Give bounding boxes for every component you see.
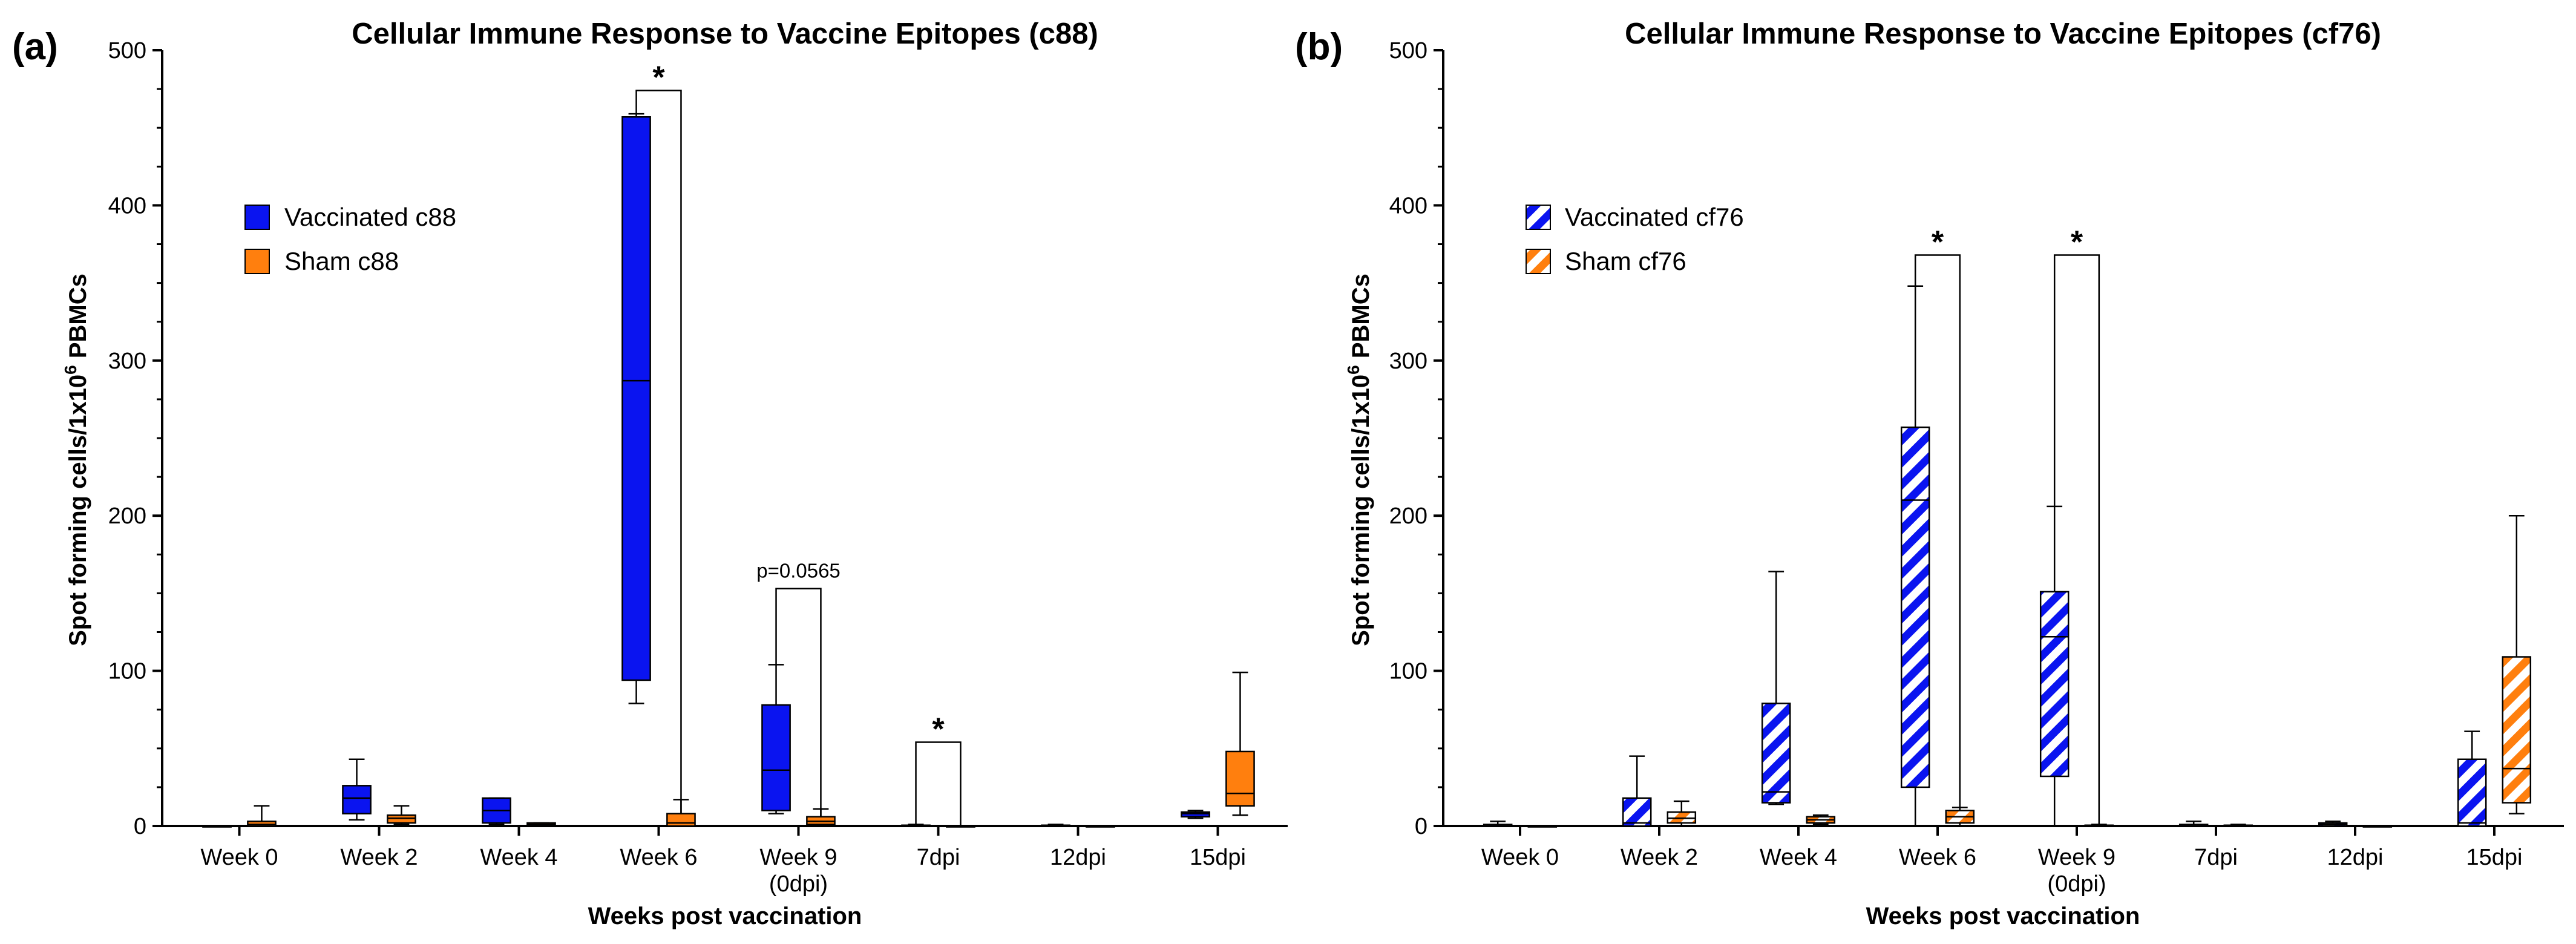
legend-b: Vaccinated cf76 Sham cf76 [1526,203,1744,275]
significance-label: * [932,712,945,747]
box-body [2039,591,2070,778]
y-tick-label: 0 [134,814,146,839]
y-axis-label-tail-b: PBMCs [1348,274,1374,365]
legend-label-vaccinated-cf76: Vaccinated cf76 [1565,203,1744,231]
y-axis-label-tail-a: PBMCs [65,274,91,365]
legend-a: Vaccinated c88 Sham c88 [244,203,456,275]
box-body [387,814,416,824]
x-tick-label: Week 0 [1481,845,1559,870]
legend-label-sham-cf76: Sham cf76 [1565,247,1686,275]
panel-label-a: (a) [12,26,58,68]
chart-panel-a: (a) Cellular Immune Response to Vaccine … [12,18,1288,929]
x-tick-label: Week 6 [620,845,697,870]
x-axis-label-b: Weeks post vaccination [1866,903,2140,929]
significance-label: * [652,61,665,96]
y-tick-label: 100 [108,659,146,684]
y-tick-label: 500 [108,38,146,64]
box-body [2502,656,2532,804]
significance-bracket [915,741,962,825]
y-axis-label-b: Spot forming cells/1x106 PBMCs [1344,274,1374,646]
chart-panel-b: (b) Cellular Immune Response to Vaccine … [1295,18,2564,929]
legend-label-sham-c88: Sham c88 [284,247,399,275]
box-body [1761,703,1791,804]
box-body [806,816,836,825]
chart-title-a: Cellular Immune Response to Vaccine Epit… [352,18,1098,50]
y-tick-label: 300 [108,349,146,374]
box-body [1900,426,1930,788]
y-tick-label: 0 [1415,814,1427,839]
x-tick-label: (0dpi) [2047,871,2106,897]
significance-bracket [635,90,682,814]
significance-bracket [2053,254,2100,825]
panel-label-b: (b) [1295,26,1343,68]
box-body [342,785,372,815]
box-body [1181,811,1210,818]
x-tick-label: 7dpi [2194,845,2238,870]
x-axis-label-a: Weeks post vaccination [588,903,862,929]
x-tick-label: Week 6 [1899,845,1976,870]
chart-title-b: Cellular Immune Response to Vaccine Epit… [1625,18,2381,50]
significance-bracket [775,588,822,817]
y-tick-label: 200 [1389,503,1427,529]
x-tick-label: Week 2 [1621,845,1698,870]
marks-b: 0 100 200 300 400 500 Week 0 Week 2 Week 4 Week 6… [1389,38,2564,897]
y-axis-label-main-b: Spot forming cells/1x10 [1348,375,1374,646]
box-body [1667,811,1697,824]
legend-swatch-sham-c88 [244,249,270,274]
box-body [2457,758,2487,827]
box-body [666,813,696,827]
y-axis-label-a: Spot forming cells/1x106 PBMCs [61,274,91,646]
legend-swatch-vaccinated-cf76 [1526,205,1551,230]
x-tick-label: Week 2 [340,845,418,870]
x-tick-label: Week 4 [1760,845,1837,870]
x-tick-label: 12dpi [2327,845,2384,870]
y-axis-label-sup-b: 6 [1344,365,1363,375]
x-tick-label: (0dpi) [769,871,828,897]
box-body [247,821,277,827]
x-tick-label: 12dpi [1050,845,1106,870]
y-tick-label: 500 [1389,38,1427,64]
x-tick-label: Week 0 [200,845,278,870]
y-axis-label-sup-a: 6 [61,365,80,375]
legend-swatch-vaccinated-c88 [244,205,270,230]
y-tick-label: 200 [108,503,146,529]
x-tick-label: 15dpi [2466,845,2523,870]
x-tick-label: 15dpi [1190,845,1246,870]
y-tick-label: 400 [108,193,146,218]
y-tick-label: 400 [1389,193,1427,218]
x-tick-label: Week 9 [759,845,837,870]
significance-label: * [2071,225,2083,260]
x-tick-label: Week 4 [480,845,557,870]
significance-label: * [1932,225,1944,260]
significance-bracket [1914,254,1961,811]
significance-label: p=0.0565 [756,560,841,582]
box-body [1622,797,1652,827]
legend-label-vaccinated-c88: Vaccinated c88 [284,203,456,231]
box-body [761,704,791,811]
y-axis-label-main-a: Spot forming cells/1x10 [65,375,91,646]
y-tick-label: 300 [1389,349,1427,374]
marks-a: 0 100 200 300 400 500 Week 0 Week 2 Week 4 Week 6… [108,38,1288,897]
box-body [1225,750,1255,807]
x-tick-label: Week 9 [2038,845,2116,870]
x-tick-label: 7dpi [917,845,960,870]
legend-swatch-sham-cf76 [1526,249,1551,274]
box-body [621,116,651,681]
y-tick-label: 100 [1389,659,1427,684]
